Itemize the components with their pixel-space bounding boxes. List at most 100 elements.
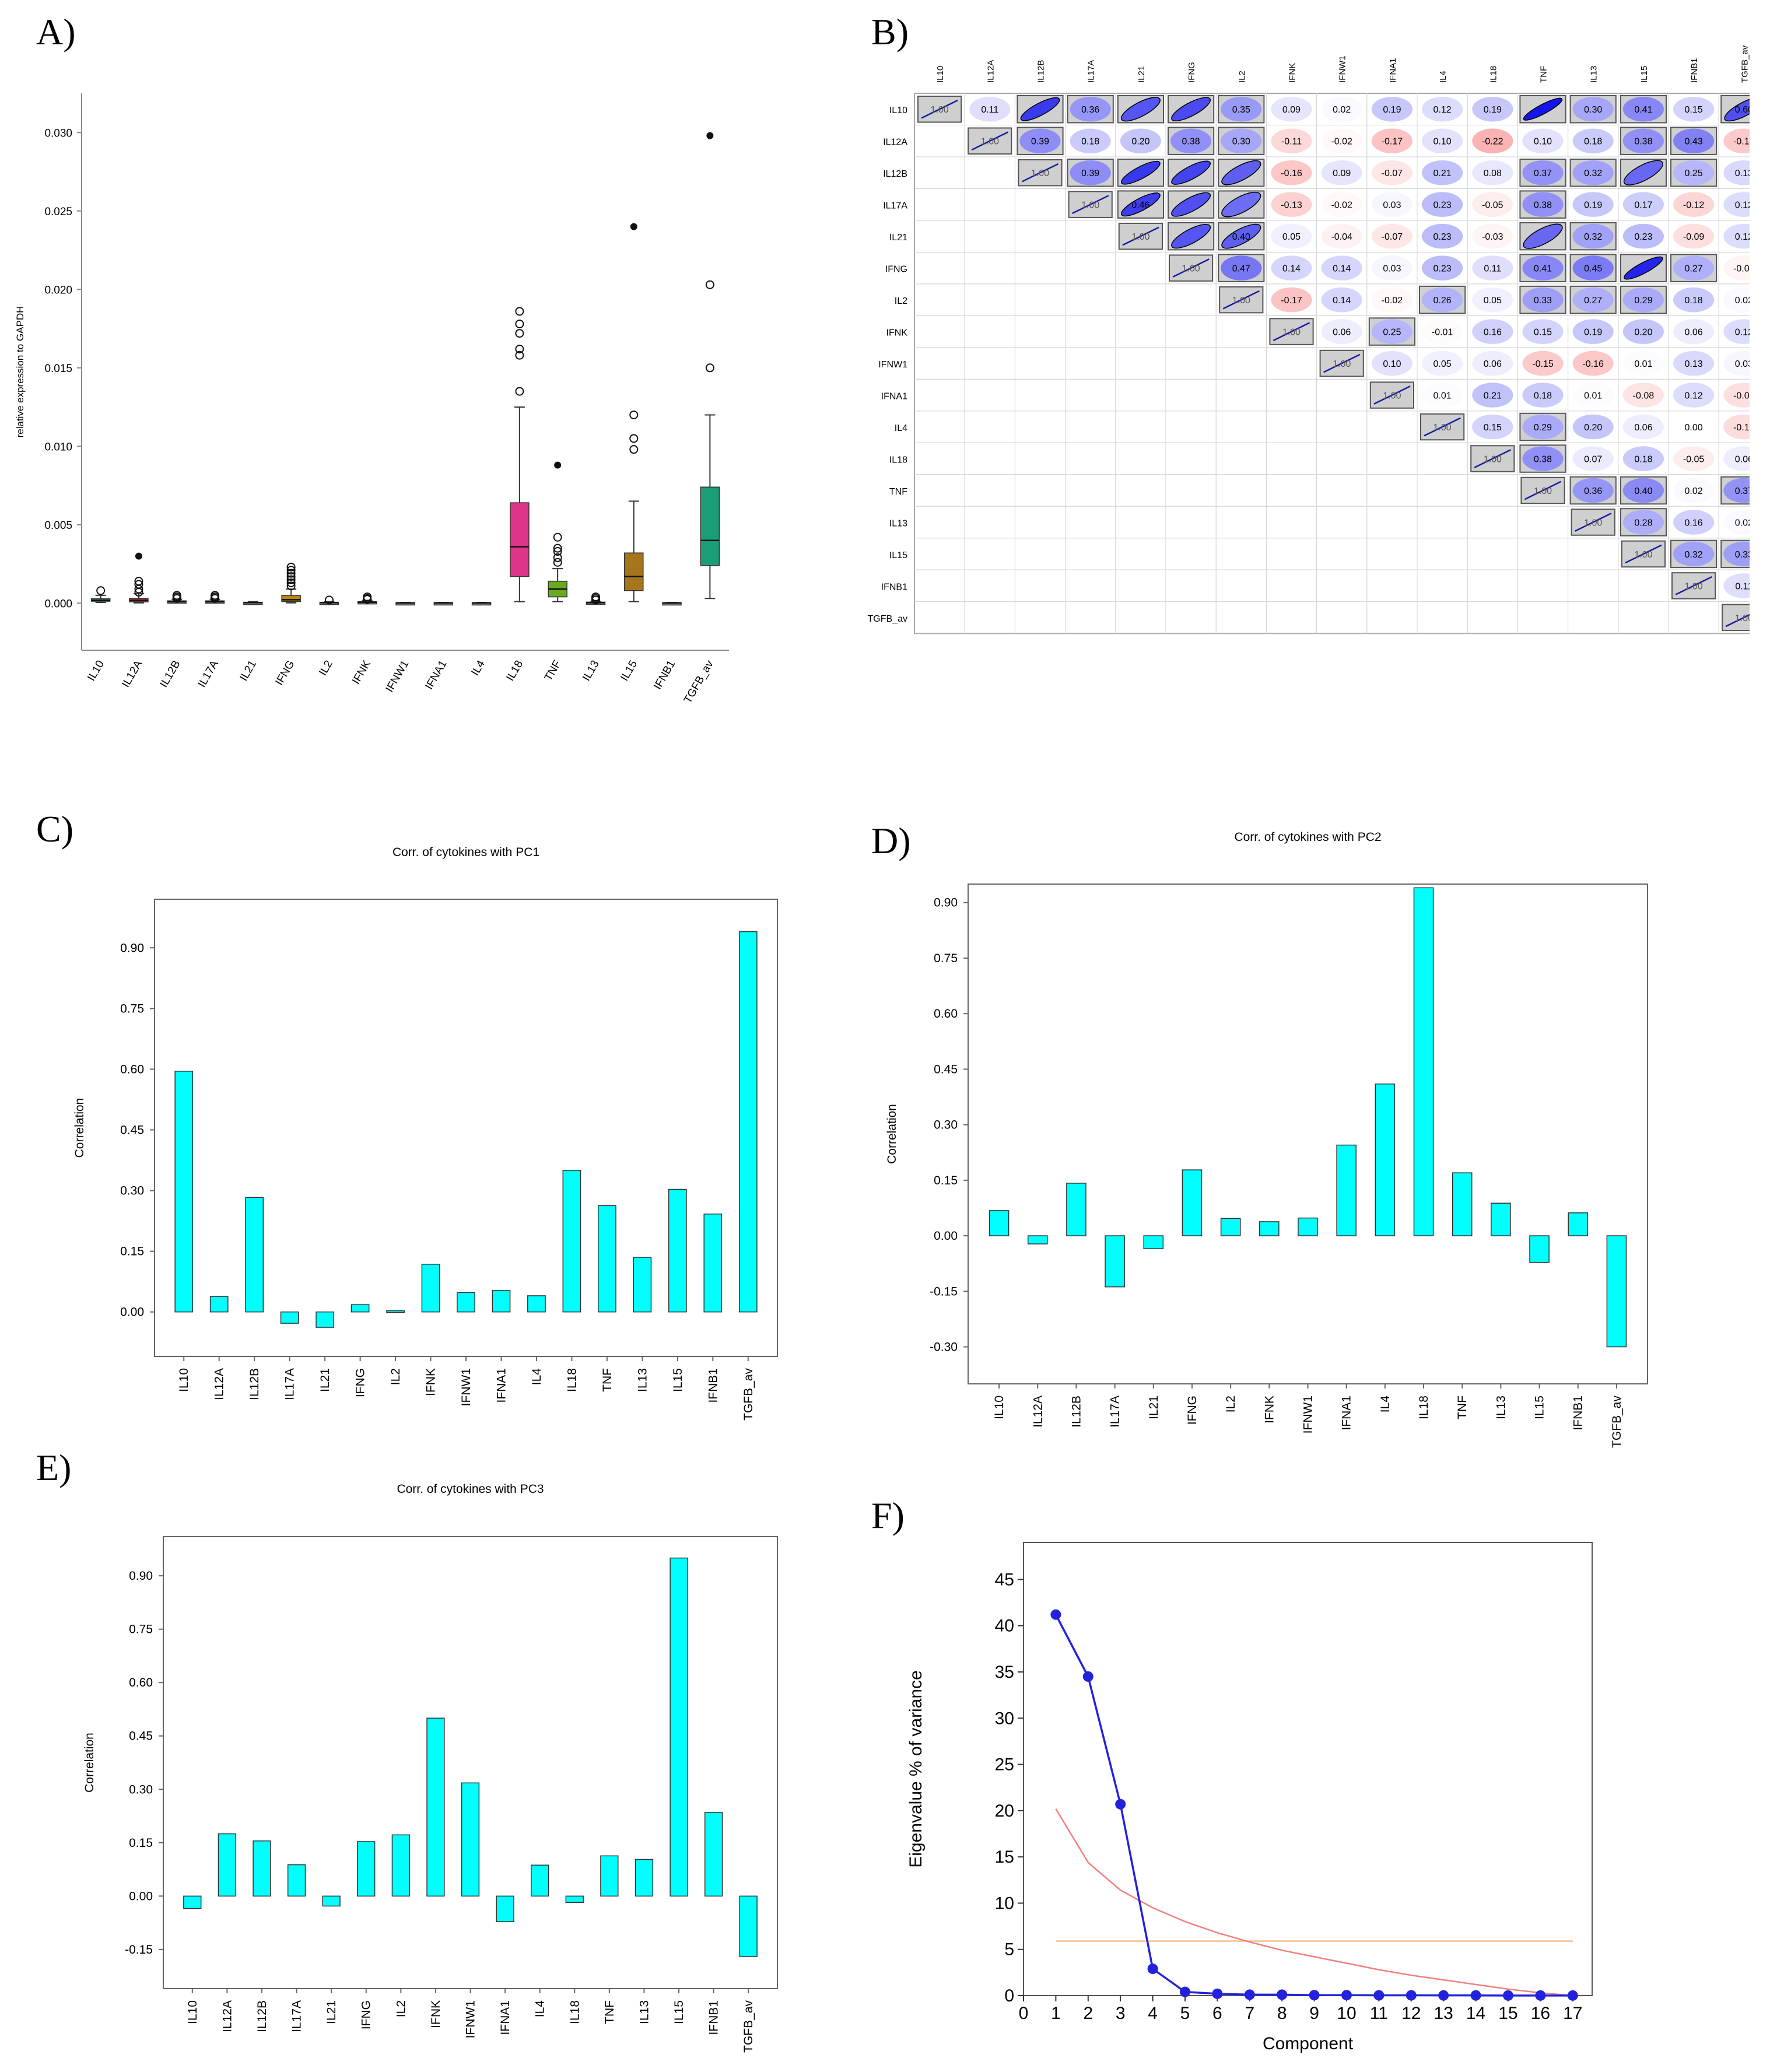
heatmap-cell: -0.08 — [1622, 383, 1664, 408]
cell-value: 0.36 — [1081, 105, 1099, 115]
cell-value: 0.02 — [1735, 296, 1750, 306]
correlation-ellipse — [1221, 255, 1262, 281]
box-outlier — [134, 577, 143, 586]
heatmap-cell: 0.33 — [1720, 539, 1750, 569]
row-label: IFNG — [885, 265, 907, 275]
bar-ifnw1 — [461, 1782, 480, 1897]
heatmap-cell: 0.23 — [1422, 223, 1463, 249]
x-tick-label: IL17A — [196, 658, 221, 690]
heatmap-cell — [1117, 95, 1164, 124]
bar-ifnk — [1259, 1221, 1280, 1236]
bar-il2 — [391, 1834, 410, 1897]
bar-il18 — [565, 1895, 584, 1903]
cell-value: 0.18 — [1081, 137, 1099, 147]
x-tick-label: 17 — [1563, 2004, 1582, 2023]
panel-f-label: F) — [871, 1495, 905, 1536]
x-tick-label: IL13 — [580, 658, 602, 683]
heatmap-cell: 0.60 — [1720, 95, 1750, 124]
box-outlier — [515, 329, 524, 338]
panel-d-label: D) — [871, 820, 911, 861]
heatmap-cell: 0.16 — [1673, 510, 1715, 535]
x-tick-label: 2 — [1083, 2004, 1093, 2023]
heatmap-cell: 0.05 — [1422, 350, 1463, 376]
heatmap-cell: 0.25 — [1670, 158, 1718, 187]
heatmap-cell: 0.19 — [1371, 97, 1413, 122]
y-tick-label: 0.025 — [44, 206, 72, 218]
bar-il17a — [1105, 1235, 1125, 1288]
box-outlier — [363, 592, 372, 602]
box-il2 — [319, 595, 339, 605]
heatmap-cell: 0.05 — [1271, 223, 1312, 249]
x-tick-label: 1 — [1051, 2004, 1061, 2023]
cell-value: -0.12 — [1683, 201, 1705, 211]
cell-value: 0.12 — [1433, 105, 1452, 115]
cell-value: 0.12 — [1735, 232, 1750, 242]
heatmap-cell — [1620, 158, 1667, 187]
bar-il4 — [527, 1295, 546, 1313]
bar-il4 — [531, 1864, 549, 1897]
heatmap-cell: 0.30 — [1569, 95, 1617, 124]
correlation-ellipse — [1572, 350, 1614, 376]
eigenvalue-point — [1567, 1990, 1578, 2001]
cell-value: 0.41 — [1534, 264, 1552, 274]
box-outlier — [515, 344, 524, 353]
box-outlier — [630, 223, 637, 230]
heatmap-cell: -0.12 — [1673, 192, 1715, 217]
correlation-ellipse — [1321, 97, 1362, 122]
cell-value: 0.15 — [1685, 105, 1703, 115]
bar-il2 — [1220, 1218, 1241, 1236]
eigenvalue-point — [1179, 1986, 1190, 1997]
x-tick-label: 12 — [1401, 2004, 1421, 2023]
correlation-ellipse — [1723, 446, 1750, 471]
correlation-ellipse — [1371, 255, 1413, 281]
heatmap-cell: 1.00 — [1420, 413, 1465, 441]
y-tick-label: 0 — [1004, 1986, 1014, 2006]
heatmap-cell: 0.29 — [1519, 412, 1566, 441]
bar-tgfb_av — [738, 931, 758, 1313]
row-label: IFNK — [886, 328, 908, 338]
heatmap-cell: 0.36 — [1067, 95, 1114, 124]
heatmap-cell: 0.23 — [1422, 255, 1463, 281]
heatmap-cell: 0.03 — [1723, 350, 1750, 376]
row-label: IFNA1 — [881, 392, 907, 402]
correlation-ellipse — [1723, 573, 1750, 598]
diagonal-line — [1725, 613, 1750, 627]
correlation-ellipse — [1271, 128, 1312, 153]
y-axis-title: Correlation — [83, 1733, 96, 1793]
correlation-ellipse — [1572, 383, 1614, 408]
cell-value: 0.21 — [1433, 169, 1452, 178]
correlation-ellipse — [1070, 128, 1111, 153]
eigenvalue-point — [1341, 1990, 1352, 2001]
cell-value: -0.05 — [1683, 455, 1705, 465]
cell-value: 0.14 — [1282, 264, 1301, 274]
cell-value: 1.00 — [1081, 201, 1099, 211]
correlation-ellipse — [1723, 192, 1750, 217]
panel-e-label: E) — [36, 1447, 72, 1488]
x-tick-label: IL4 — [530, 1368, 544, 1386]
diagonal-line — [1524, 481, 1562, 500]
col-label: IL12B — [1036, 60, 1046, 83]
box-il17a — [205, 591, 225, 604]
box-outlier — [134, 580, 143, 589]
heatmap-cell: 0.01 — [1422, 383, 1463, 408]
cell-value: 0.19 — [1584, 201, 1602, 211]
cell-value: -0.15 — [1532, 359, 1554, 369]
cell-value: 0.27 — [1685, 264, 1703, 274]
correlation-ellipse — [1472, 223, 1513, 249]
y-tick-label: 0.75 — [129, 1623, 153, 1636]
heatmap-cell: -0.02 — [1371, 287, 1413, 313]
bar-il13 — [1491, 1202, 1511, 1236]
cell-value: 0.11 — [1735, 581, 1750, 591]
correlation-ellipse — [969, 97, 1011, 122]
correlation-ellipse — [1622, 510, 1664, 535]
col-label: IL15 — [1639, 66, 1649, 83]
heatmap-cell: 0.20 — [1572, 414, 1614, 440]
x-tick-label: IL12A — [120, 658, 145, 690]
heatmap-cell: -0.16 — [1271, 160, 1312, 185]
cell-value: 0.43 — [1685, 137, 1703, 147]
cell-value: 0.33 — [1534, 296, 1552, 306]
x-tick-label: 10 — [1337, 2004, 1356, 2023]
heatmap-cell: 0.03 — [1371, 255, 1413, 281]
heatmap-cell: -0.15 — [1723, 128, 1750, 153]
cell-value: 1.00 — [1685, 581, 1703, 591]
